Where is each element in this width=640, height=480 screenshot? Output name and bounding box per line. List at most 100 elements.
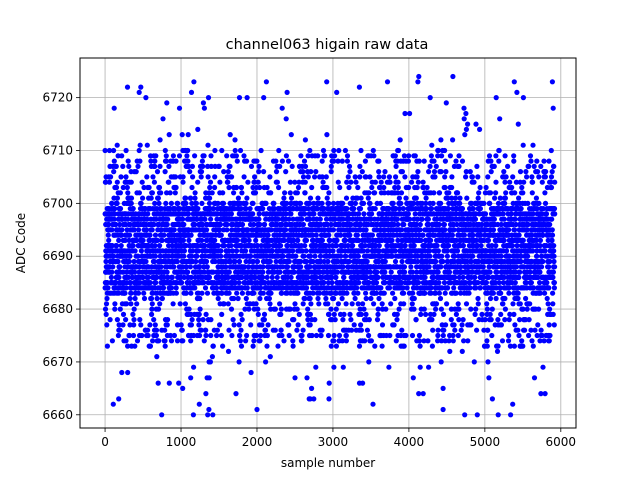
data-point [151, 317, 157, 323]
data-point [416, 73, 422, 80]
data-point [204, 290, 211, 296]
data-point [183, 200, 189, 206]
data-point [341, 274, 347, 280]
data-point [153, 332, 159, 339]
data-point [295, 237, 301, 243]
data-point [354, 285, 360, 291]
data-point [332, 317, 338, 323]
data-point [301, 158, 308, 164]
data-point [114, 243, 120, 249]
data-point [107, 317, 113, 323]
data-point [307, 200, 313, 206]
data-point [166, 163, 172, 169]
data-point [215, 295, 221, 302]
data-point [127, 295, 133, 302]
data-point [170, 301, 176, 307]
data-point [355, 184, 361, 191]
data-point [132, 269, 138, 275]
data-point [414, 174, 420, 180]
data-point [348, 317, 354, 323]
data-point [308, 301, 314, 307]
data-point [162, 147, 168, 154]
data-point [123, 285, 129, 291]
data-point [389, 237, 395, 243]
data-point [473, 121, 479, 127]
data-point [298, 264, 304, 270]
data-point [324, 132, 330, 138]
data-point [180, 174, 186, 180]
data-point [307, 253, 314, 259]
data-point [209, 232, 215, 238]
data-point [417, 364, 423, 370]
data-point [330, 248, 336, 254]
data-point [360, 301, 366, 307]
data-point [225, 348, 232, 354]
data-point [226, 290, 232, 296]
data-point [224, 153, 230, 159]
data-point [394, 311, 400, 317]
data-point [331, 147, 337, 154]
data-point [320, 147, 327, 154]
data-point [268, 190, 274, 196]
data-point [288, 274, 294, 280]
data-point [256, 211, 262, 217]
data-point [274, 274, 280, 280]
data-point [124, 227, 130, 233]
data-point [346, 163, 353, 169]
data-point [392, 248, 398, 254]
data-point [233, 391, 239, 397]
data-point [451, 322, 457, 328]
data-point [145, 332, 151, 339]
data-point [288, 211, 294, 217]
data-point [161, 232, 167, 238]
data-point [149, 306, 155, 312]
data-point [165, 274, 171, 280]
data-point [201, 269, 207, 275]
data-point [413, 317, 419, 323]
data-point [184, 153, 190, 159]
data-point [315, 153, 321, 159]
data-point [258, 147, 264, 154]
data-point [435, 327, 441, 333]
data-point [112, 306, 118, 312]
data-point [146, 184, 152, 191]
data-point [438, 264, 444, 270]
data-point [267, 174, 273, 180]
data-point [415, 280, 422, 286]
data-point [339, 338, 345, 344]
data-point [131, 322, 137, 328]
data-point [173, 285, 179, 291]
data-point [313, 232, 319, 238]
data-point [375, 311, 381, 317]
data-point [141, 184, 147, 191]
data-point [346, 211, 352, 217]
data-point [244, 332, 250, 339]
data-point [478, 243, 484, 249]
data-point [132, 248, 138, 254]
data-point [154, 274, 160, 280]
data-point [229, 248, 236, 254]
data-point [475, 195, 481, 201]
data-point [111, 147, 117, 154]
data-point [132, 343, 138, 349]
data-point [294, 306, 300, 312]
data-point [157, 253, 164, 259]
data-point [147, 322, 153, 328]
data-point [197, 295, 203, 302]
data-point [223, 264, 229, 270]
data-point [299, 332, 305, 339]
data-point [451, 285, 457, 291]
data-point [241, 174, 247, 180]
data-point [448, 317, 454, 323]
data-point [210, 206, 216, 212]
data-point [357, 206, 364, 212]
data-point [216, 227, 223, 233]
data-point [203, 391, 209, 397]
data-point [294, 190, 300, 196]
data-point [367, 174, 373, 180]
data-point [144, 174, 150, 180]
data-point [312, 253, 318, 259]
data-point [417, 343, 423, 349]
data-point [166, 132, 172, 138]
data-point [245, 290, 251, 296]
